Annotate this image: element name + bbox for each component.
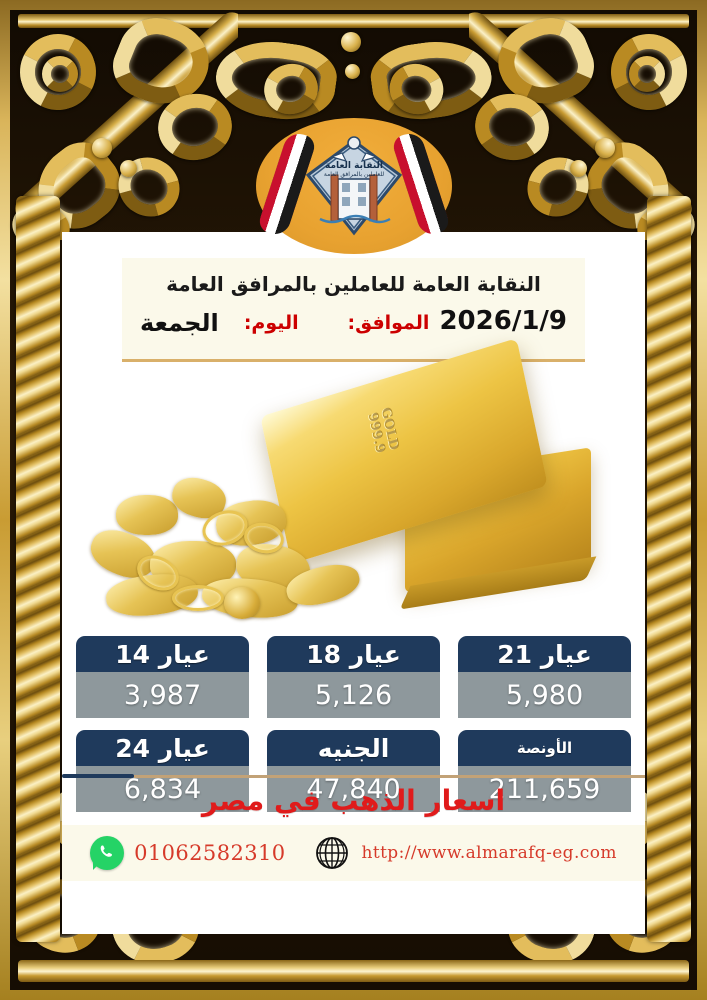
price-card-14-value: 3,987 [76, 672, 249, 718]
corresponding-label: الموافق: [347, 312, 430, 334]
scroll-ornament-top-left [8, 8, 238, 240]
general-union-emblem: النقابة العامة للعاملين بالمرافق العامة [255, 118, 452, 254]
footer-title: اسعار الذهب في مصر [201, 784, 506, 817]
whatsapp-contact[interactable]: 01062582310 [90, 836, 285, 870]
price-card-14[interactable]: عيار 14 3,987 [76, 636, 249, 718]
twisted-rope-column-left [16, 196, 60, 942]
jewelry-pile [76, 459, 396, 624]
svg-text:النقابة العامة: النقابة العامة [325, 161, 383, 171]
corresponding-value: 2026/1/9 [439, 306, 567, 336]
divider-navy-segment [62, 774, 134, 778]
price-card-18[interactable]: عيار 18 5,126 [267, 636, 440, 718]
contact-strip: 01062582310 http://www.almarafq-eg.com [62, 825, 645, 881]
globe-icon [315, 837, 348, 869]
day-group: اليوم: الجمعة [140, 309, 299, 337]
price-card-24-value: 6,834 [76, 766, 249, 812]
crest-ornament-top-center [0, 8, 707, 128]
organization-title: النقابة العامة للعاملين بالمرافق العامة [166, 272, 541, 296]
price-card-pound[interactable]: الجنيه 47,840 [267, 730, 440, 812]
website-url[interactable]: http://www.almarafq-eg.com [361, 843, 617, 863]
whatsapp-icon[interactable] [90, 836, 125, 870]
phone-number[interactable]: 01062582310 [134, 841, 286, 865]
corresponding-date-group: الموافق: 2026/1/9 [347, 306, 567, 336]
union-shield-icon: النقابة العامة للعاملين بالمرافق العامة [305, 136, 402, 236]
footer-divider [62, 774, 645, 778]
price-card-24-label: عيار 24 [76, 730, 249, 766]
day-label: اليوم: [243, 312, 299, 334]
price-card-18-label: عيار 18 [267, 636, 440, 672]
price-card-21-label: عيار 21 [458, 636, 631, 672]
day-value: الجمعة [140, 309, 219, 337]
frame-top-rail [18, 14, 689, 28]
frame-bottom-rail [18, 960, 689, 982]
price-card-pound-value: 47,840 [267, 766, 440, 812]
twisted-rope-column-right [647, 196, 691, 942]
price-card-ounce[interactable]: الأونصة 211,659 [458, 730, 631, 812]
price-card-18-value: 5,126 [267, 672, 440, 718]
website-contact[interactable]: http://www.almarafq-eg.com [312, 833, 617, 873]
price-card-ounce-value: 211,659 [458, 766, 631, 812]
price-card-21-value: 5,980 [458, 672, 631, 718]
footer: اسعار الذهب في مصر 01062582310 [62, 784, 645, 948]
price-card-14-label: عيار 14 [76, 636, 249, 672]
gold-bars-and-jewelry-image: GOLD 999.9 [70, 338, 637, 624]
gold-bar-stamp: GOLD 999.9 [365, 406, 401, 456]
price-card-ounce-label: الأونصة [458, 730, 631, 766]
divider-tan-segment [134, 775, 645, 778]
price-card-21[interactable]: عيار 21 5,980 [458, 636, 631, 718]
date-row: اليوم: الجمعة الموافق: 2026/1/9 [122, 296, 585, 337]
svg-text:للعاملين بالمرافق العامة: للعاملين بالمرافق العامة [323, 171, 383, 178]
price-card-pound-label: الجنيه [267, 730, 440, 766]
price-card-grid: عيار 21 5,980 عيار 18 5,126 عيار 14 3,98… [76, 636, 631, 812]
price-card-24[interactable]: عيار 24 6,834 [76, 730, 249, 812]
